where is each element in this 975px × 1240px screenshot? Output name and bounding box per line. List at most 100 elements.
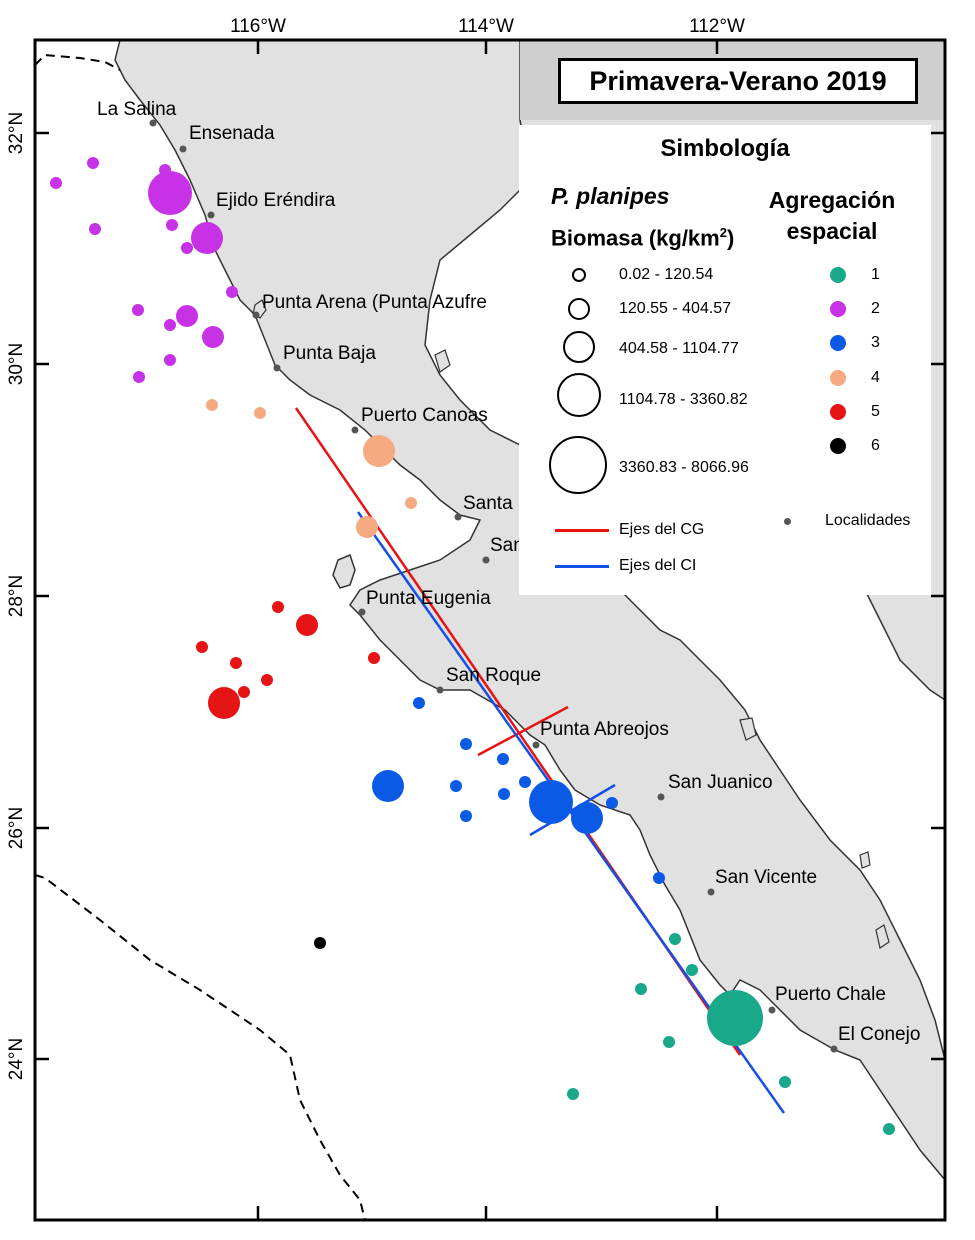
size-class-2-label: 120.55 - 404.57 (619, 300, 732, 317)
legend-biomass-label: Biomasa (kg/km2) (551, 225, 735, 251)
sample-point (133, 371, 145, 383)
sample-point (202, 326, 224, 348)
legend: Simbología P. planipes Biomasa (kg/km2) … (519, 125, 931, 595)
tick-marks (35, 40, 945, 1220)
sample-point (663, 1036, 675, 1048)
locality-san-roque: San Roque (446, 665, 541, 686)
cluster-2-label: 2 (871, 300, 880, 317)
sample-point (87, 157, 99, 169)
map-frame (33, 38, 947, 1222)
lat-tick-32: 32°N (6, 112, 27, 154)
sample-point (159, 164, 171, 176)
cluster-3-label: 3 (871, 334, 880, 351)
lon-tick-116: 116°W (230, 16, 286, 37)
cluster-6-swatch (830, 438, 846, 454)
sample-point (164, 354, 176, 366)
size-class-1-label: 0.02 - 120.54 (619, 266, 714, 283)
eez-boundary-north (34, 53, 121, 71)
sample-point (272, 601, 284, 613)
sample-point (606, 797, 618, 809)
sample-point (191, 222, 223, 254)
lat-tick-28: 28°N (6, 575, 27, 617)
sample-point (296, 614, 318, 636)
sample-point (132, 304, 144, 316)
sample-point (148, 171, 192, 215)
cluster-1-points (567, 933, 895, 1135)
size-class-3-label: 404.58 - 1104.77 (619, 340, 739, 357)
sample-point (363, 435, 395, 467)
lon-tick-112: 112°W (689, 16, 745, 37)
locality-santa: Santa (463, 493, 513, 514)
sample-point (413, 697, 425, 709)
size-class-5-symbol (549, 436, 607, 494)
gulf-island (859, 851, 871, 869)
lat-tick-26: 26°N (6, 807, 27, 849)
sample-point (498, 788, 510, 800)
size-class-5-label: 3360.83 - 8066.96 (619, 459, 749, 476)
sample-point (707, 990, 763, 1046)
locality-legend-label: Localidades (825, 512, 911, 529)
sample-point (238, 686, 250, 698)
sample-point (196, 641, 208, 653)
sample-point (181, 242, 193, 254)
sample-point (89, 223, 101, 235)
gulf-island (434, 349, 451, 373)
sample-point (635, 983, 647, 995)
sample-point-cluster-6 (314, 937, 326, 949)
sample-point (497, 753, 509, 765)
locality-la-salina: La Salina (97, 99, 177, 120)
sample-point (405, 497, 417, 509)
locality-punta-baja: Punta Baja (283, 343, 376, 364)
size-class-4-label: 1104.78 - 3360.82 (619, 391, 748, 408)
locality-punta-abreojos: Punta Abreojos (540, 719, 669, 740)
ci-axis-label: Ejes del CI (619, 557, 697, 574)
locality-punta-arena: Punta Arena (Punta Azufre (262, 292, 487, 313)
lat-tick-30: 30°N (6, 343, 27, 385)
locality-ensenada: Ensenada (189, 123, 275, 144)
cluster-2-swatch (830, 301, 846, 317)
cluster-5-label: 5 (871, 403, 880, 420)
cluster-4-swatch (830, 370, 846, 386)
sample-point (254, 407, 266, 419)
locality-dots (149, 119, 838, 1053)
cluster-2-points (50, 157, 238, 383)
cluster-5-points (196, 601, 380, 719)
locality-swatch (784, 518, 791, 525)
size-class-3-symbol (563, 331, 595, 363)
sample-point (883, 1123, 895, 1135)
cluster-4-points (206, 399, 417, 538)
legend-species: P. planipes (551, 183, 670, 209)
lat-tick-24: 24°N (6, 1038, 27, 1080)
cluster-1-label: 1 (871, 266, 880, 283)
gulf-island (739, 717, 757, 741)
sample-point (450, 780, 462, 792)
size-class-2-symbol (568, 298, 590, 320)
locality-punta-eugenia: Punta Eugenia (366, 588, 491, 609)
sample-point (519, 776, 531, 788)
gulf-island (875, 924, 890, 949)
locality-ejido-erendira: Ejido Eréndira (216, 190, 336, 211)
sample-point (230, 657, 242, 669)
cluster-6-label: 6 (871, 437, 880, 454)
sample-point (653, 872, 665, 884)
sample-point (208, 687, 240, 719)
locality-san: San (490, 535, 524, 556)
sample-point (567, 1088, 579, 1100)
cg-axis-swatch (555, 529, 609, 532)
sample-point (356, 516, 378, 538)
sample-point (460, 738, 472, 750)
sample-point (529, 780, 573, 824)
sample-point (460, 810, 472, 822)
cluster-3-swatch (830, 335, 846, 351)
size-class-1-symbol (572, 268, 586, 282)
cluster-4-label: 4 (871, 369, 880, 386)
sample-point (176, 305, 198, 327)
eez-boundary-south (34, 874, 366, 1221)
sample-point (261, 674, 273, 686)
legend-aggregation-title: Agregación espacial (768, 187, 896, 244)
locality-san-vicente: San Vicente (715, 867, 817, 888)
cedros-island (332, 553, 356, 589)
sample-point (571, 802, 603, 834)
locality-san-juanico: San Juanico (668, 772, 773, 793)
size-class-4-symbol (557, 373, 601, 417)
